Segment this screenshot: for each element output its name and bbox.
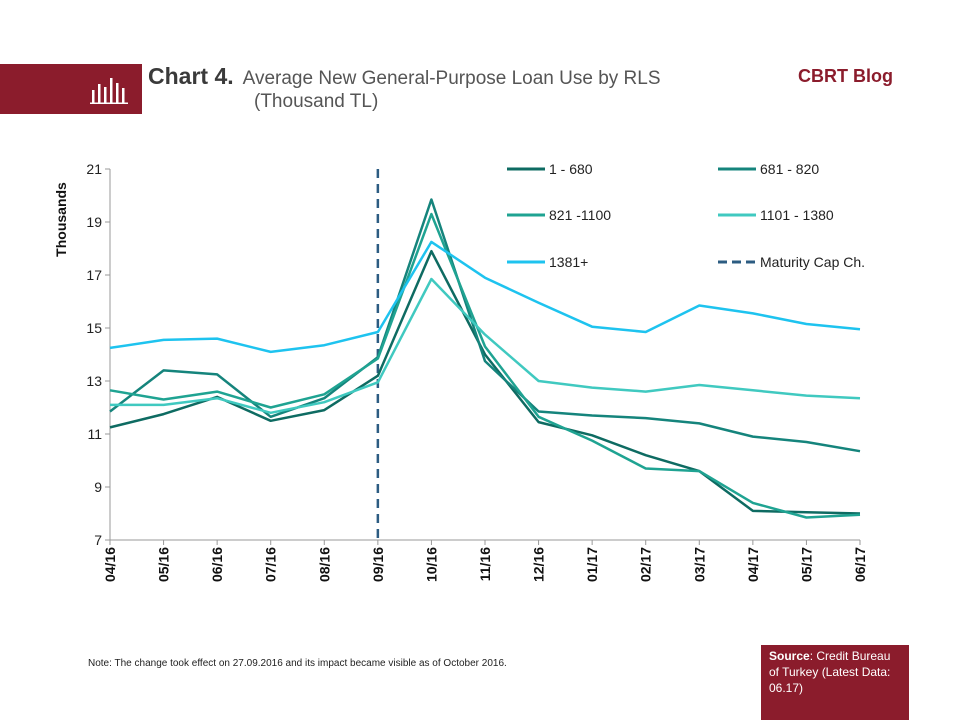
y-tick-label: 9	[94, 479, 102, 495]
legend-label: Maturity Cap Ch.	[760, 254, 865, 270]
title-line1: Average New General-Purpose Loan Use by …	[242, 68, 661, 89]
line-chart: 7 9 11 13 15 17 19 21 Thousands 04/16 05/16 06/16 07…	[53, 161, 868, 582]
series-line-3	[110, 277, 861, 415]
series-line-1	[109, 198, 861, 453]
y-tick-label: 15	[86, 320, 102, 336]
y-tick-label: 13	[86, 373, 102, 389]
x-tick-label: 08/16	[316, 547, 332, 582]
bar-chart-icon	[90, 78, 128, 104]
series-line-2	[109, 212, 861, 519]
x-tick-label: 05/17	[798, 547, 814, 582]
legend-label: 1 - 680	[549, 161, 593, 177]
brand-label: CBRT Blog	[798, 66, 893, 86]
x-tick-label: 04/17	[745, 547, 761, 582]
x-tick-label: 06/16	[209, 547, 225, 582]
title-line2: (Thousand TL)	[254, 91, 379, 112]
x-tick-label: 10/16	[423, 547, 439, 582]
chart-title: Chart 4. Average New General-Purpose Loa…	[148, 63, 768, 113]
title-bold: Chart 4.	[148, 63, 234, 89]
x-tick-label: 02/17	[638, 547, 654, 582]
x-tick-label: 07/16	[263, 547, 279, 582]
legend-label: 821 -1100	[549, 207, 611, 223]
footnote: Note: The change took effect on 27.09.20…	[88, 658, 507, 669]
series-line-0	[109, 249, 861, 515]
source-text: : Credit Bureau of Turkey (Latest Data: …	[769, 649, 891, 695]
series-line-4	[109, 240, 861, 354]
source-label: Source	[769, 649, 810, 663]
legend-label: 1101 - 1380	[760, 207, 834, 223]
x-tick-label: 11/16	[477, 547, 493, 581]
y-tick-label: 11	[87, 426, 102, 442]
x-tick-label: 12/16	[531, 547, 547, 582]
x-tick-label: 09/16	[370, 547, 386, 582]
y-tick-label: 7	[94, 532, 102, 548]
legend-label: 681 - 820	[760, 161, 819, 177]
header-bar	[0, 64, 142, 114]
x-tick-label: 05/16	[156, 547, 172, 582]
x-tick-label: 01/17	[584, 547, 600, 582]
x-tick-label: 06/17	[852, 547, 868, 582]
y-tick-label: 17	[86, 267, 102, 283]
y-tick-label: 19	[86, 214, 102, 230]
y-axis-label: Thousands	[53, 182, 69, 257]
source-box: Source: Credit Bureau of Turkey (Latest …	[761, 645, 909, 720]
legend-label: 1381+	[549, 254, 588, 270]
y-tick-label: 21	[86, 161, 102, 177]
x-tick-label: 03/17	[691, 547, 707, 582]
x-tick-label: 04/16	[102, 547, 118, 582]
